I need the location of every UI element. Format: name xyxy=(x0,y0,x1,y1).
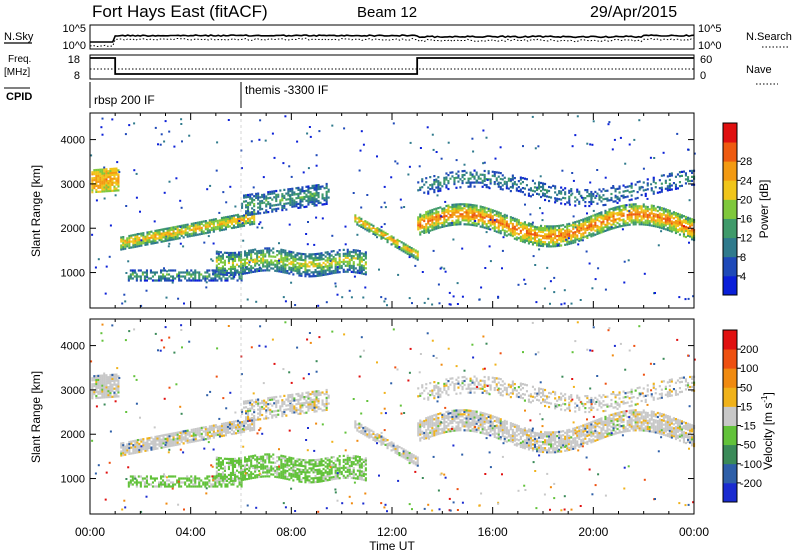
nave-tick-bottom: 0 xyxy=(700,70,706,82)
xtick-label: 00:00 xyxy=(679,525,709,539)
colorbar-tick-label: -200 xyxy=(740,478,762,490)
colorbar-swatch xyxy=(723,349,737,369)
colorbar-swatch xyxy=(723,387,737,407)
ytick-label: 2000 xyxy=(61,223,85,235)
nsearch-tick-bottom: 10^0 xyxy=(698,40,722,52)
power-ylabel: Slant Range [km] xyxy=(29,165,43,257)
colorbar-swatch xyxy=(723,237,737,258)
colorbar-tick-label: -100 xyxy=(740,459,762,471)
beam-title: Beam 12 xyxy=(357,4,417,21)
colorbar-tick-label: 16 xyxy=(740,214,752,226)
power-cells xyxy=(90,115,696,307)
colorbar-tick-label: 12 xyxy=(740,233,752,245)
xtick-label: 16:00 xyxy=(478,525,508,539)
ytick-label: 3000 xyxy=(61,179,85,191)
ytick-label: 3000 xyxy=(61,385,85,397)
date-title: 29/Apr/2015 xyxy=(590,4,677,21)
colorbar-swatch xyxy=(723,425,737,446)
ytick-label: 4000 xyxy=(61,341,85,353)
xtick-label: 00:00 xyxy=(75,525,105,539)
colorbar-tick-label: -15 xyxy=(740,421,756,433)
colorbar-tick-label: 50 xyxy=(740,382,752,394)
velocity-xlabel: Time UT xyxy=(369,539,415,553)
freq-panel: Freq. [MHz] 18 8 60 0 Nave xyxy=(4,54,778,85)
ytick-label: 4000 xyxy=(61,135,85,147)
velocity-colorbar-label: Velocity [m s-1] xyxy=(760,392,775,470)
freq-tick-bottom: 8 xyxy=(74,70,80,82)
velocity-cells xyxy=(90,321,696,513)
colorbar-tick-label: 100 xyxy=(740,363,758,375)
colorbar-tick-label: 200 xyxy=(740,344,758,356)
nsky-series xyxy=(90,34,695,43)
nsearch-tick-top: 10^5 xyxy=(698,23,722,35)
power-y-axis: 1000 2000 3000 4000 xyxy=(61,135,694,280)
power-panel: 1000 2000 3000 4000 Slant Range [km] xyxy=(29,112,696,309)
colorbar-tick-label: 4 xyxy=(740,271,746,283)
ytick-label: 1000 xyxy=(61,474,85,486)
xtick-label: 04:00 xyxy=(176,525,206,539)
colorbar-swatch xyxy=(723,368,737,388)
nsearch-label: N.Search xyxy=(746,31,792,43)
colorbar-tick-label: 20 xyxy=(740,194,752,206)
velocity-ylabel: Slant Range [km] xyxy=(29,371,43,463)
colorbar-swatch xyxy=(723,218,737,239)
freq-label-line2: [MHz] xyxy=(4,67,30,78)
power-colorbar: 4 8 12 16 20 24 28 Power [dB] xyxy=(722,122,771,296)
freq-series xyxy=(90,57,694,75)
colorbar-swatch xyxy=(723,406,737,426)
xtick-label: 20:00 xyxy=(578,525,608,539)
cpid-label: CPID xyxy=(6,91,32,103)
colorbar-tick-label: 8 xyxy=(740,252,746,264)
velocity-x-axis: 00:00 04:00 08:00 12:00 16:00 20:00 00:00 xyxy=(75,319,709,539)
nave-tick-top: 60 xyxy=(700,54,712,66)
cpid-segment-1: themis -3300 IF xyxy=(245,83,328,97)
colorbar-tick-label: -50 xyxy=(740,440,756,452)
colorbar-swatch xyxy=(723,256,737,277)
colorbar-swatch xyxy=(723,330,737,350)
colorbar-swatch xyxy=(723,199,737,219)
cpid-row: CPID rbsp 200 IF themis -3300 IF xyxy=(4,82,328,108)
cpid-segment-0: rbsp 200 IF xyxy=(94,93,155,107)
nsky-tick-top: 10^5 xyxy=(62,23,86,35)
xtick-label: 08:00 xyxy=(276,525,306,539)
colorbar-tick-label: 28 xyxy=(740,156,752,168)
station-title: Fort Hays East (fitACF) xyxy=(92,2,268,21)
velocity-colorbar: 200 100 50 15 -15 -50 -100 -200 Velocity [m s-1… xyxy=(722,329,775,503)
nsky-panel: N.Sky 10^5 10^0 10^5 10^0 N.Search xyxy=(4,23,792,52)
colorbar-tick-label: 15 xyxy=(740,401,752,413)
colorbar-swatch xyxy=(723,180,737,200)
colorbar-tick-label: 24 xyxy=(740,175,752,187)
freq-label-line1: Freq. xyxy=(8,54,31,65)
ytick-label: 2000 xyxy=(61,429,85,441)
colorbar-swatch xyxy=(723,275,737,296)
nsky-tick-bottom: 10^0 xyxy=(62,40,86,52)
colorbar-swatch xyxy=(723,482,737,503)
nsearch-series xyxy=(89,37,695,48)
colorbar-swatch xyxy=(723,444,737,465)
power-x-axis xyxy=(89,113,695,308)
nsky-label: N.Sky xyxy=(4,31,34,43)
power-colorbar-label: Power [dB] xyxy=(757,180,771,239)
xtick-label: 12:00 xyxy=(377,525,407,539)
colorbar-swatch xyxy=(723,123,737,143)
nave-label: Nave xyxy=(746,64,772,76)
freq-tick-top: 18 xyxy=(68,54,80,66)
ytick-label: 1000 xyxy=(61,268,85,280)
colorbar-swatch xyxy=(723,142,737,162)
velocity-y-axis: 1000 2000 3000 4000 xyxy=(61,341,694,486)
velocity-panel: 1000 2000 3000 4000 00:00 04:00 08:00 12:00 16:… xyxy=(29,318,709,553)
colorbar-swatch xyxy=(723,463,737,484)
colorbar-swatch xyxy=(723,161,737,181)
